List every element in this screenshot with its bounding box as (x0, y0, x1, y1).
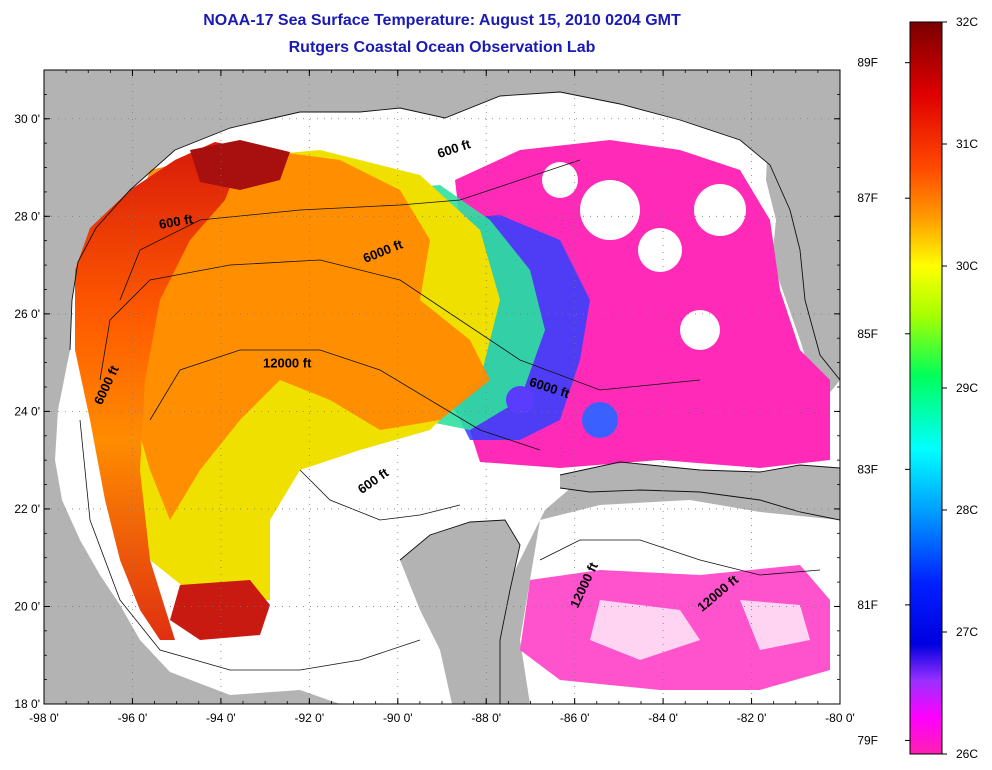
y-tick-label: 26 0' (14, 307, 40, 321)
colorbar-ticks: 32C 31C 30C 29C 28C 27C 26C 89F 87F 85F 83F 81F 79F (857, 15, 978, 761)
map-axes: -98 0' -96 0' -94 0' -92 0' -90 0' -88 0' -86 … (14, 69, 855, 725)
x-tick-label: -96 0' (118, 711, 148, 725)
x-tick-label: -92 0' (295, 711, 325, 725)
colorbar-f-label: 83F (857, 462, 878, 476)
colorbar-f-label: 85F (857, 327, 878, 341)
colorbar-c-label: 29C (956, 381, 978, 395)
y-tick-label: 20 0' (14, 599, 40, 613)
colorbar-c-label: 31C (956, 137, 978, 151)
yucatan-land (400, 520, 520, 704)
colorbar-f-label: 87F (857, 191, 878, 205)
contour-label: 12000 ft (263, 355, 312, 370)
y-tick-label: 30 0' (14, 112, 40, 126)
sst-swath (75, 140, 830, 690)
colorbar-c-label: 28C (956, 503, 978, 517)
colorbar-f-label: 79F (857, 733, 878, 747)
map-subtitle: Rutgers Coastal Ocean Observation Lab (288, 39, 596, 56)
colorbar-f-label: 81F (857, 598, 878, 612)
x-tick-label: -80 0' (825, 711, 855, 725)
x-tick-label: -94 0' (206, 711, 236, 725)
x-tick-label: -82 0' (737, 711, 767, 725)
coastlines (69, 91, 840, 704)
florida-land (766, 75, 840, 395)
colorbar-c-label: 27C (956, 625, 978, 639)
contour-label: 600 ft (158, 211, 195, 232)
y-tick-label: 22 0' (14, 502, 40, 516)
y-tick-label: 18 0' (14, 697, 40, 711)
colorbar-c-label: 26C (956, 747, 978, 761)
colorbar-f-label: 89F (857, 56, 878, 70)
x-tick-label: -88 0' (471, 711, 501, 725)
y-tick-label: 24 0' (14, 404, 40, 418)
x-tick-label: -86 0' (560, 711, 590, 725)
colorbar-c-label: 32C (956, 15, 978, 29)
y-tick-label: 28 0' (14, 209, 40, 223)
cuba-land (560, 462, 840, 520)
x-tick-label: -90 0' (383, 711, 413, 725)
map-title: NOAA-17 Sea Surface Temperature: August … (203, 12, 681, 29)
x-tick-label: -84 0' (648, 711, 678, 725)
x-tick-label: -98 0' (29, 711, 59, 725)
colorbar-c-label: 30C (956, 259, 978, 273)
bathymetry-contours (79, 159, 821, 671)
colorbar (909, 21, 943, 755)
